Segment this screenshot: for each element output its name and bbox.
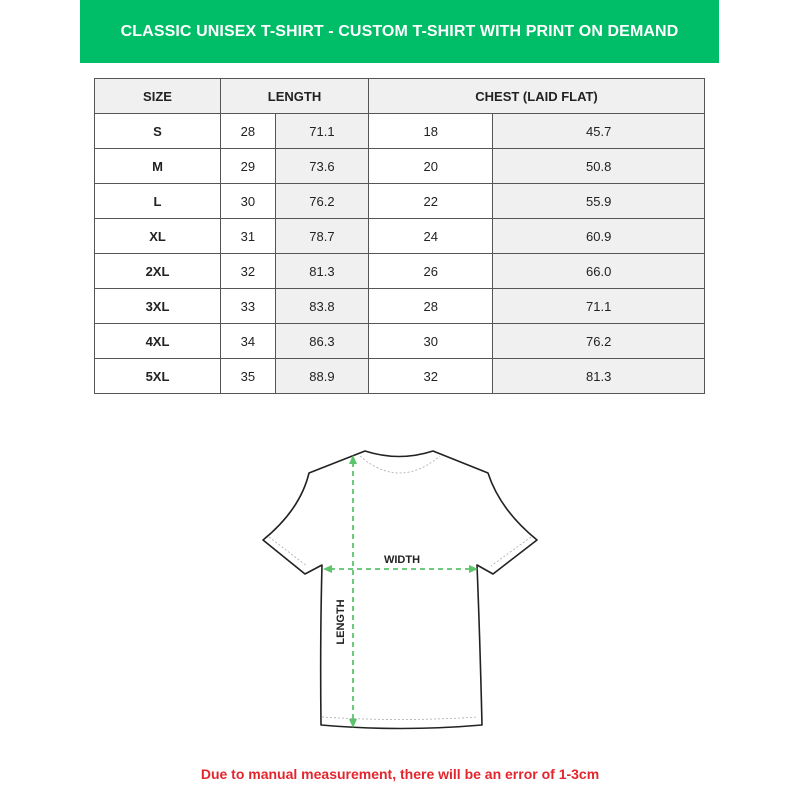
size-chart-table: SIZE LENGTH CHEST (LAID FLAT) S 28 71.1 18 4… (94, 78, 705, 394)
length-cm-cell: 76.2 (274, 183, 370, 219)
table-row: 5XL 35 88.9 32 81.3 (94, 358, 705, 394)
chest-cm-cell: 50.8 (492, 148, 705, 184)
size-cell: 5XL (94, 358, 221, 394)
page-title: CLASSIC UNISEX T-SHIRT - CUSTOM T-SHIRT … (120, 22, 679, 40)
chest-in-cell: 28 (368, 288, 494, 324)
table-row: 2XL 32 81.3 26 66.0 (94, 253, 705, 289)
measurement-note: Due to manual measurement, there will be… (200, 766, 600, 782)
table-row: S 28 71.1 18 45.7 (94, 113, 705, 149)
arrowhead-left-icon (323, 565, 332, 573)
length-label: LENGTH (335, 599, 347, 644)
length-in-cell: 28 (220, 113, 276, 149)
length-in-cell: 32 (220, 253, 276, 289)
size-cell: 3XL (94, 288, 221, 324)
chest-in-cell: 32 (368, 358, 494, 394)
arrowhead-right-icon (469, 565, 478, 573)
length-cm-cell: 73.6 (274, 148, 370, 184)
table-row: XL 31 78.7 24 60.9 (94, 218, 705, 254)
length-in-cell: 29 (220, 148, 276, 184)
arrowhead-up-icon (349, 455, 357, 464)
size-cell: L (94, 183, 221, 219)
chest-cm-cell: 81.3 (492, 358, 705, 394)
width-label: WIDTH (384, 554, 420, 566)
chest-cm-cell: 45.7 (492, 113, 705, 149)
length-in-cell: 35 (220, 358, 276, 394)
length-cm-cell: 83.8 (274, 288, 370, 324)
table-header-row: SIZE LENGTH CHEST (LAID FLAT) (94, 78, 705, 114)
title-banner: CLASSIC UNISEX T-SHIRT - CUSTOM T-SHIRT … (80, 0, 719, 63)
table-row: L 30 76.2 22 55.9 (94, 183, 705, 219)
table-row: M 29 73.6 20 50.8 (94, 148, 705, 184)
header-size: SIZE (94, 78, 221, 114)
length-cm-cell: 78.7 (274, 218, 370, 254)
chest-in-cell: 30 (368, 323, 494, 359)
size-cell: XL (94, 218, 221, 254)
collar-stitching (359, 455, 441, 474)
length-cm-cell: 71.1 (274, 113, 370, 149)
length-cm-cell: 88.9 (274, 358, 370, 394)
length-cm-cell: 86.3 (274, 323, 370, 359)
chest-cm-cell: 55.9 (492, 183, 705, 219)
chest-cm-cell: 76.2 (492, 323, 705, 359)
chest-cm-cell: 60.9 (492, 218, 705, 254)
table-row: 3XL 33 83.8 28 71.1 (94, 288, 705, 324)
arrowhead-down-icon (349, 719, 357, 728)
chest-in-cell: 24 (368, 218, 494, 254)
right-sleeve-stitching (490, 536, 532, 567)
size-cell: M (94, 148, 221, 184)
chest-in-cell: 26 (368, 253, 494, 289)
size-cell: 2XL (94, 253, 221, 289)
header-chest: CHEST (LAID FLAT) (368, 78, 705, 114)
tshirt-outline (262, 450, 538, 730)
chest-in-cell: 20 (368, 148, 494, 184)
chest-cm-cell: 71.1 (492, 288, 705, 324)
chest-cm-cell: 66.0 (492, 253, 705, 289)
table-row: 4XL 34 86.3 30 76.2 (94, 323, 705, 359)
